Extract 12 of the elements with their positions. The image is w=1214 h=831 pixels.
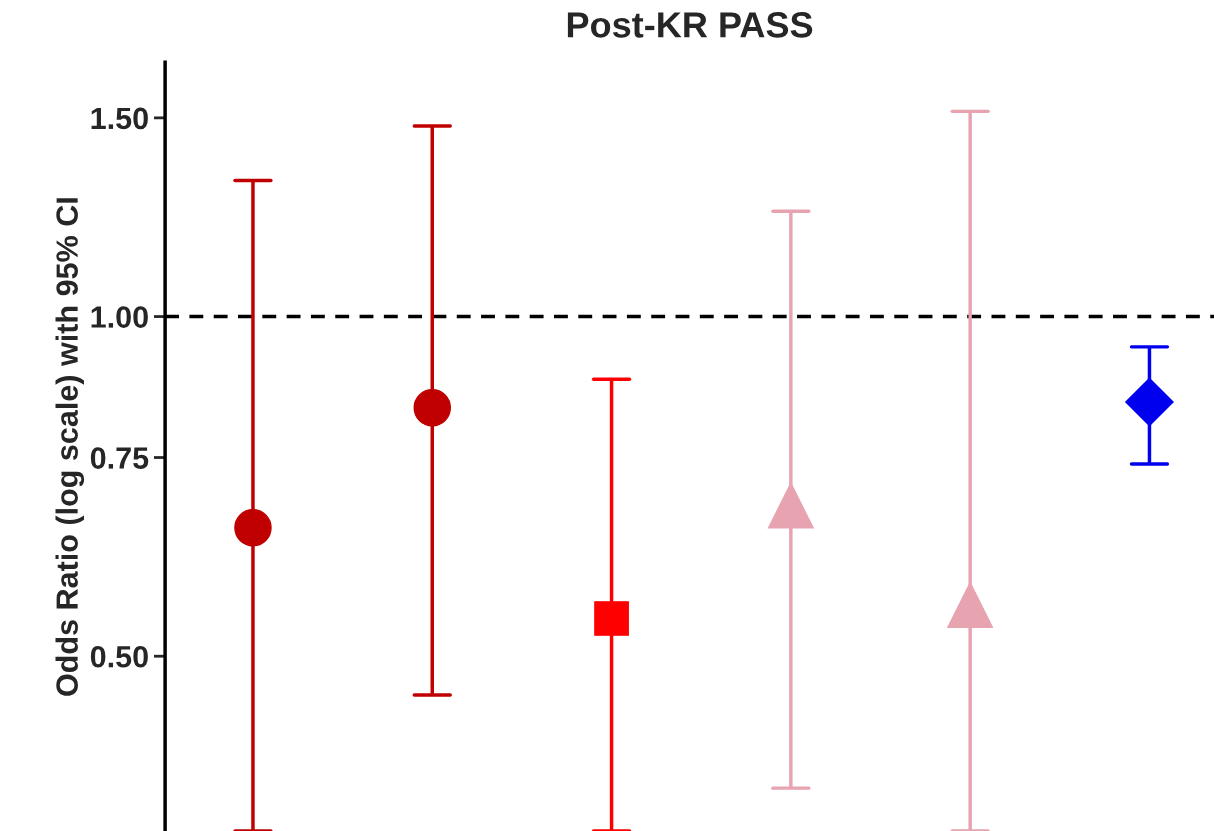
point xyxy=(594,601,629,636)
y-tick-label: 1.00 xyxy=(91,306,148,328)
point xyxy=(767,482,814,529)
y-tick-label: 0.75 xyxy=(90,447,149,469)
y-axis-title: Odds Ratio (log scale) with 95% CI xyxy=(55,198,85,696)
point xyxy=(947,582,994,628)
chart-title: Post-KR PASS xyxy=(567,12,813,38)
y-tick-label: 1.50 xyxy=(91,107,148,130)
point xyxy=(1125,377,1174,427)
point xyxy=(413,389,452,427)
y-tick-label: 0.50 xyxy=(90,645,148,668)
point xyxy=(234,508,272,547)
